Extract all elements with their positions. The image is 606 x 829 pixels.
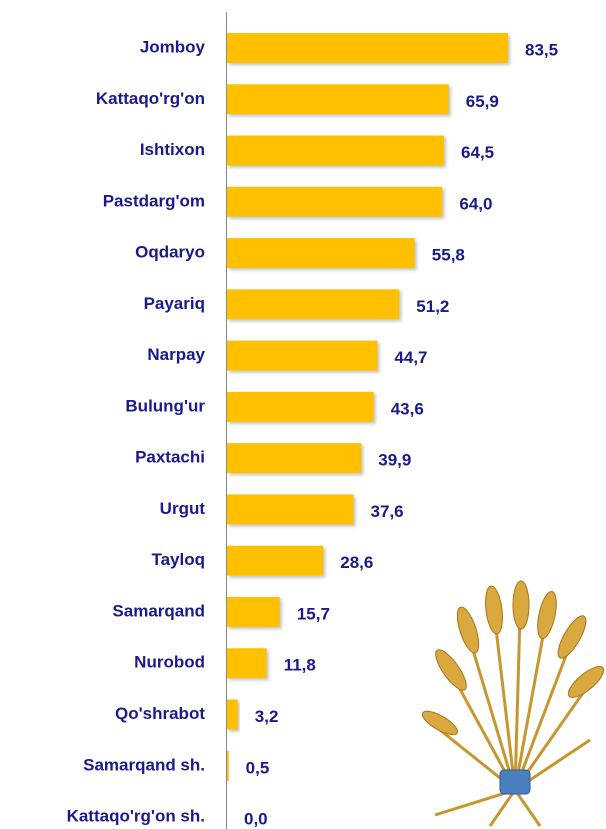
- value-label: 51,2: [416, 297, 449, 316]
- value-label: 83,5: [525, 40, 558, 59]
- wheat-illustration: [421, 580, 605, 827]
- value-label: 37,6: [371, 502, 404, 521]
- category-label: Qo'shrabot: [115, 704, 205, 723]
- category-label: Kattaqo'rg'on: [96, 89, 205, 108]
- value-label: 64,0: [459, 194, 492, 213]
- bar: [227, 391, 374, 422]
- category-label: Oqdaryo: [135, 243, 205, 262]
- bar: [227, 186, 443, 217]
- category-label: Samarqand: [112, 601, 205, 620]
- bar: [227, 33, 508, 63]
- bar: [227, 699, 238, 730]
- category-label: Narpay: [147, 345, 205, 364]
- category-label: Payariq: [144, 294, 205, 313]
- value-label: 3,2: [255, 707, 279, 726]
- value-label: 43,6: [391, 399, 424, 418]
- value-label: 55,8: [432, 246, 465, 265]
- bar: [227, 648, 267, 679]
- value-label: 15,7: [297, 604, 330, 623]
- category-label: Urgut: [160, 499, 206, 518]
- bar: [227, 443, 362, 474]
- bar: [227, 545, 324, 576]
- bar: [227, 289, 400, 320]
- value-label: 28,6: [340, 553, 373, 572]
- bar: [227, 84, 449, 115]
- category-label: Jomboy: [140, 37, 206, 56]
- category-label: Nurobod: [134, 653, 205, 672]
- category-label: Pastdarg'om: [103, 191, 205, 210]
- category-label: Tayloq: [151, 550, 205, 569]
- value-label: 44,7: [394, 348, 427, 367]
- bar: [227, 596, 280, 627]
- category-label: Paxtachi: [135, 448, 205, 467]
- value-label: 65,9: [466, 92, 499, 111]
- bar: [227, 340, 378, 371]
- bar: [227, 750, 229, 781]
- category-label: Ishtixon: [140, 140, 205, 159]
- category-label: Bulung'ur: [125, 396, 205, 415]
- value-label: 64,5: [461, 143, 494, 162]
- category-label: Kattaqo'rg'on sh.: [67, 807, 205, 826]
- bar: [227, 494, 354, 525]
- bar: [227, 238, 415, 269]
- value-label: 0,0: [244, 810, 268, 829]
- value-label: 11,8: [284, 656, 316, 675]
- value-label: 39,9: [378, 451, 411, 470]
- category-label: Samarqand sh.: [83, 755, 205, 774]
- value-label: 0,5: [246, 758, 270, 777]
- bar: [227, 135, 445, 166]
